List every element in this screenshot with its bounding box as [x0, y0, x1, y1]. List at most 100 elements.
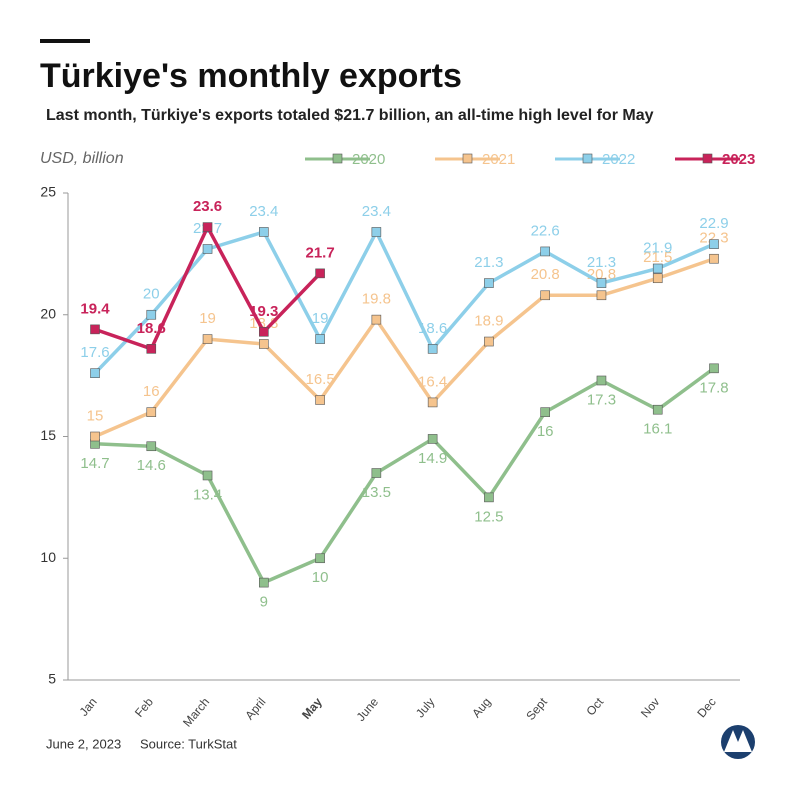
point [315, 553, 325, 564]
point [484, 336, 494, 347]
data-label: 22.9 [699, 215, 728, 232]
point [652, 273, 663, 284]
legend-label: 2021 [482, 151, 515, 168]
x-tick-label: Nov [638, 695, 662, 720]
legend-marker [582, 153, 593, 164]
point [596, 278, 607, 288]
y-tick-label: 25 [40, 184, 56, 200]
data-label: 20 [143, 286, 160, 303]
data-label: 16 [537, 423, 554, 440]
point [596, 375, 607, 386]
legend-label: 2020 [352, 151, 385, 168]
point [540, 407, 550, 417]
point [652, 263, 663, 274]
data-label: 14.6 [137, 457, 166, 474]
x-tick-label: Aug [469, 695, 493, 720]
x-tick-label: Feb [132, 695, 156, 720]
y-tick-label: 10 [40, 549, 56, 565]
point [90, 431, 100, 442]
point [427, 397, 438, 408]
point [371, 314, 382, 325]
point [652, 404, 663, 415]
data-label: 23.4 [249, 203, 278, 220]
data-label: 17.3 [587, 391, 616, 408]
data-label: 23.6 [193, 198, 222, 215]
title-bar [40, 39, 90, 43]
source: Source: TurkStat [140, 736, 237, 751]
data-label: 14.7 [80, 455, 109, 472]
data-label: 15 [87, 407, 104, 424]
point [146, 344, 157, 354]
y-axis-label: USD, billion [40, 150, 124, 167]
legend-label: 2022 [602, 151, 635, 168]
series-line [94, 366, 716, 585]
point [709, 253, 719, 264]
data-label: 18.9 [474, 313, 503, 330]
point [540, 246, 550, 257]
data-label: 19.8 [362, 291, 391, 308]
data-label: 17.6 [80, 344, 109, 361]
point [596, 290, 607, 301]
series-line [94, 257, 715, 439]
data-label: 21.7 [305, 244, 334, 261]
point [202, 222, 213, 232]
point [146, 441, 157, 452]
x-tick-label: Sept [523, 694, 550, 722]
series-line [93, 230, 715, 375]
data-label: 17.8 [699, 379, 728, 396]
point [484, 278, 494, 288]
legend-marker [332, 153, 343, 164]
point [202, 470, 213, 481]
data-label: 13.4 [193, 486, 222, 503]
point [202, 244, 213, 254]
data-label: 16.4 [418, 373, 447, 390]
point [259, 326, 269, 337]
point [259, 339, 269, 349]
y-tick-label: 15 [40, 427, 56, 443]
data-label: 9 [260, 594, 268, 611]
point [484, 492, 494, 503]
point [90, 368, 100, 378]
data-label: 19 [312, 310, 329, 327]
x-tick-label: April [242, 695, 268, 722]
legend-marker [462, 153, 473, 164]
data-label: 23.4 [362, 203, 391, 220]
point [540, 290, 550, 301]
x-tick-label: July [413, 695, 437, 720]
data-label: 21.3 [587, 254, 616, 271]
data-label: 22.3 [699, 230, 728, 247]
point [427, 344, 438, 354]
data-label: 13.5 [362, 484, 391, 501]
data-label: 20.8 [531, 266, 560, 283]
legend-label: 2023 [722, 151, 755, 168]
point [259, 577, 269, 588]
y-tick-label: 20 [40, 305, 56, 321]
chart-subtitle: Last month, Türkiye's exports totaled $2… [46, 107, 654, 124]
data-label: 22.6 [531, 222, 560, 239]
point [709, 239, 719, 249]
x-tick-label: Dec [694, 695, 718, 720]
chart-title: Türkiye's monthly exports [40, 57, 462, 95]
point [315, 334, 325, 344]
data-label: 21.3 [474, 254, 503, 271]
point [146, 309, 157, 320]
legend-marker [702, 153, 713, 164]
data-label: 16.5 [305, 371, 334, 388]
point [146, 407, 157, 417]
point [90, 324, 100, 335]
data-label: 18.6 [137, 320, 166, 337]
logo [721, 725, 755, 759]
data-label: 16.1 [643, 421, 672, 438]
data-label: 16 [143, 383, 160, 400]
data-label: 19.3 [249, 303, 278, 320]
point [315, 268, 325, 279]
x-tick-label: March [180, 695, 212, 730]
data-label: 21.9 [643, 239, 672, 256]
point [427, 434, 438, 444]
point [371, 227, 382, 237]
x-tick-label: Oct [583, 694, 606, 718]
data-label: 12.5 [474, 508, 503, 525]
point [259, 227, 269, 237]
data-label: 21.5 [643, 249, 672, 266]
